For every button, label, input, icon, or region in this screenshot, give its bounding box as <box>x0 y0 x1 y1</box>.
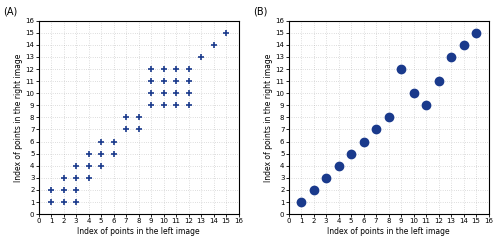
Text: (B): (B) <box>252 7 267 17</box>
Y-axis label: Index of points in the right image: Index of points in the right image <box>264 53 272 182</box>
X-axis label: Index of points in the left image: Index of points in the left image <box>328 227 450 236</box>
X-axis label: Index of points in the left image: Index of points in the left image <box>78 227 200 236</box>
Y-axis label: Index of points in the right image: Index of points in the right image <box>14 53 22 182</box>
Text: (A): (A) <box>2 7 17 17</box>
